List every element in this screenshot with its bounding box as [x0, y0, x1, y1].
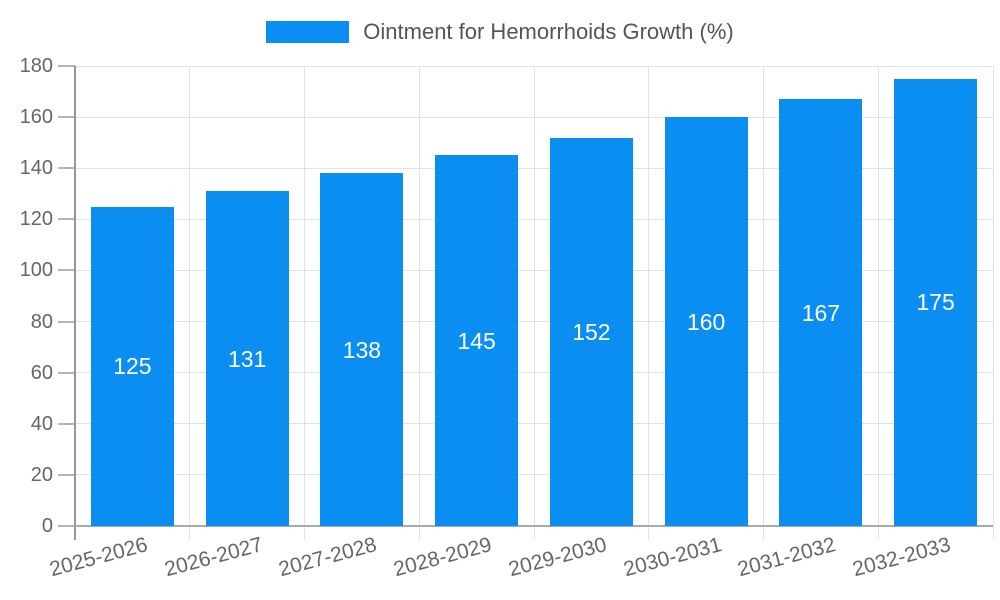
y-tick-label: 40: [30, 412, 53, 435]
y-tick-mark: [58, 320, 75, 323]
bar: 175: [894, 78, 978, 526]
x-gridline: [763, 66, 764, 540]
y-tick-mark: [58, 167, 75, 170]
y-tick-mark: [58, 371, 75, 374]
x-tick-label: 2032-2033: [850, 533, 954, 582]
y-tick-mark: [58, 65, 75, 67]
chart-title: Ointment for Hemorrhoids Growth (%): [363, 19, 734, 44]
x-gridline: [189, 66, 191, 540]
y-tick-label: 0: [41, 515, 53, 537]
bar: 131: [205, 191, 289, 526]
bar: 167: [779, 99, 863, 526]
y-tick-label: 180: [19, 55, 53, 77]
y-tick-label: 100: [19, 259, 53, 282]
bar-value-label: 125: [113, 353, 152, 380]
x-tick-label: 2028-2029: [391, 533, 495, 582]
x-gridline: [418, 66, 420, 540]
x-gridline: [877, 66, 879, 540]
bar-value-label: 145: [457, 327, 496, 354]
x-tick-label: 2030-2031: [620, 533, 724, 582]
bar: 152: [549, 137, 633, 526]
x-tick-label: 2027-2028: [276, 533, 380, 582]
x-tick-label: 2031-2032: [735, 533, 839, 582]
x-tick-label: 2026-2027: [161, 533, 265, 582]
y-tick-label: 140: [19, 157, 53, 180]
y-tick-mark: [58, 269, 75, 272]
bar-value-label: 138: [342, 336, 382, 363]
bar-value-label: 175: [916, 289, 955, 316]
y-tick-label: 60: [30, 361, 53, 384]
x-gridline: [992, 66, 994, 540]
x-gridline: [304, 66, 305, 540]
bar: 145: [435, 155, 519, 526]
bar-value-label: 160: [686, 308, 726, 335]
x-tick-label: 2025-2026: [47, 533, 151, 582]
y-axis-line: [74, 66, 76, 540]
legend-color-swatch: [266, 21, 350, 43]
bar: 160: [664, 117, 748, 526]
y-tick-mark: [58, 473, 75, 476]
y-tick-mark: [58, 218, 75, 221]
bar-value-label: 152: [572, 318, 611, 345]
x-axis-line: [75, 525, 993, 527]
bar-value-label: 131: [227, 345, 267, 372]
y-tick-mark: [58, 422, 75, 425]
y-tick-mark: [58, 525, 75, 527]
x-gridline: [533, 66, 535, 540]
x-gridline: [648, 66, 650, 540]
y-tick-label: 120: [19, 208, 53, 231]
bar: 125: [90, 206, 174, 526]
y-tick-label: 20: [30, 463, 53, 486]
y-tick-label: 80: [30, 310, 53, 333]
y-tick-label: 160: [19, 106, 53, 129]
bar-value-label: 167: [801, 299, 841, 326]
bar: 138: [320, 173, 404, 526]
x-tick-label: 2029-2030: [506, 533, 610, 582]
chart-legend: Ointment for Hemorrhoids Growth (%): [0, 14, 1000, 50]
y-tick-mark: [58, 116, 75, 119]
